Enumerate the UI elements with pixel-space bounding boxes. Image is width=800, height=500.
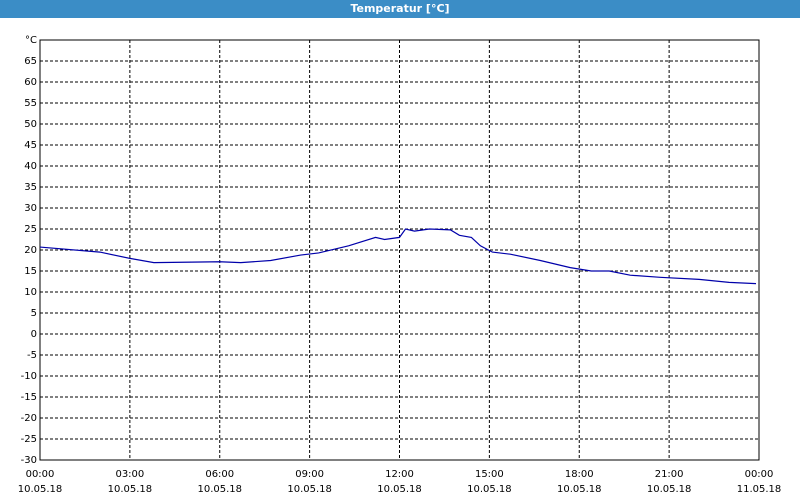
x-tick-label: 00:00 — [26, 469, 55, 480]
x-tick-label: 06:00 — [205, 469, 234, 480]
y-tick-label: 40 — [24, 161, 37, 172]
y-tick-label: 20 — [24, 245, 37, 256]
plot-frame — [39, 39, 760, 461]
y-tick-label: 15 — [24, 266, 37, 277]
y-tick-label: 5 — [31, 308, 37, 319]
x-tick-date: 10.05.18 — [377, 484, 422, 495]
x-tick-date: 10.05.18 — [18, 484, 63, 495]
y-tick-label: 45 — [24, 140, 37, 151]
y-tick-label: 0 — [31, 329, 37, 340]
x-tick-date: 10.05.18 — [197, 484, 242, 495]
x-tick-label: 09:00 — [295, 469, 324, 480]
y-tick-label: 55 — [24, 98, 37, 109]
y-tick-label: 60 — [24, 77, 37, 88]
x-tick-date: 10.05.18 — [108, 484, 153, 495]
x-tick-label: 00:00 — [745, 469, 774, 480]
y-tick-label: 25 — [24, 224, 37, 235]
x-tick-label: 12:00 — [385, 469, 414, 480]
y-tick-label: -20 — [21, 413, 37, 424]
x-tick-date: 10.05.18 — [467, 484, 512, 495]
y-tick-label: °C — [25, 35, 37, 46]
y-tick-label: -30 — [21, 455, 37, 466]
y-tick-label: -5 — [27, 350, 37, 361]
y-tick-label: -10 — [21, 371, 37, 382]
x-tick-label: 03:00 — [115, 469, 144, 480]
x-tick-date: 10.05.18 — [287, 484, 332, 495]
y-tick-label: -15 — [21, 392, 37, 403]
y-tick-label: 10 — [24, 287, 37, 298]
x-tick-label: 18:00 — [565, 469, 594, 480]
y-tick-label: 35 — [24, 182, 37, 193]
y-tick-label: 30 — [24, 203, 37, 214]
x-tick-label: 15:00 — [475, 469, 504, 480]
y-tick-label: -25 — [21, 434, 37, 445]
y-tick-label: 65 — [24, 56, 37, 67]
x-tick-date: 10.05.18 — [557, 484, 602, 495]
x-tick-label: 21:00 — [655, 469, 684, 480]
x-tick-date: 11.05.18 — [737, 484, 782, 495]
x-tick-date: 10.05.18 — [647, 484, 692, 495]
data-line — [39, 228, 757, 285]
title-bar: Temperatur [°C] — [0, 0, 800, 18]
y-tick-label: 50 — [24, 119, 37, 130]
